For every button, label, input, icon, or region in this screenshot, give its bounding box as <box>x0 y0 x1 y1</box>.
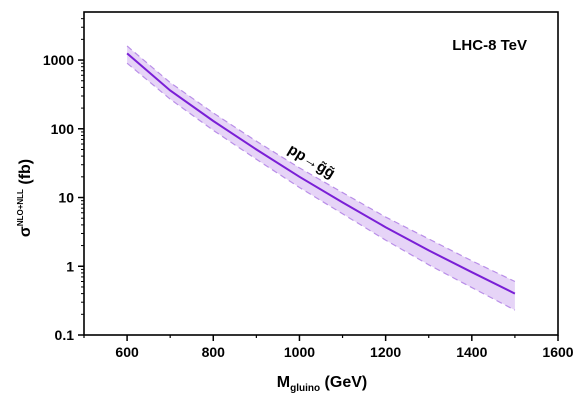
x-tick-label: 1400 <box>456 344 487 360</box>
y-axis-title-main: σ <box>17 226 34 237</box>
y-axis-title-sup: NLO+NLL <box>16 189 25 226</box>
plot-frame <box>83 11 559 336</box>
y-tick-label: 1000 <box>43 52 74 68</box>
x-axis-title-unit: (GeV) <box>320 374 367 391</box>
y-tick-label: 0.1 <box>55 327 75 343</box>
y-tick-label: 1 <box>66 258 74 274</box>
y-axis-title-unit: (fb) <box>17 159 34 189</box>
uncertainty-band-layer <box>126 45 516 311</box>
x-tick-label: 1600 <box>542 344 573 360</box>
cross-section-line <box>126 52 516 295</box>
tick-layer: 600 800 1000 1200 1400 1600 0.1 1 10 100 1000 <box>43 18 574 360</box>
x-tick-label: 1000 <box>284 344 315 360</box>
y-tick-label: 100 <box>51 121 75 137</box>
x-axis-title-sub: gluino <box>290 383 320 394</box>
x-axis-title: Mgluino (GeV) <box>277 374 367 394</box>
energy-annotation: LHC-8 TeV <box>452 37 527 54</box>
x-tick-label: 800 <box>202 344 226 360</box>
central-line-layer <box>126 52 516 295</box>
y-tick-label: 10 <box>58 190 74 206</box>
y-axis-title: σNLO+NLL (fb) <box>16 159 34 237</box>
x-axis-title-main: M <box>277 374 290 391</box>
uncertainty-band <box>127 46 515 311</box>
band-upper-edge <box>126 45 516 283</box>
x-tick-label: 1200 <box>370 344 401 360</box>
x-tick-label: 600 <box>115 344 139 360</box>
band-lower-edge <box>126 62 516 311</box>
